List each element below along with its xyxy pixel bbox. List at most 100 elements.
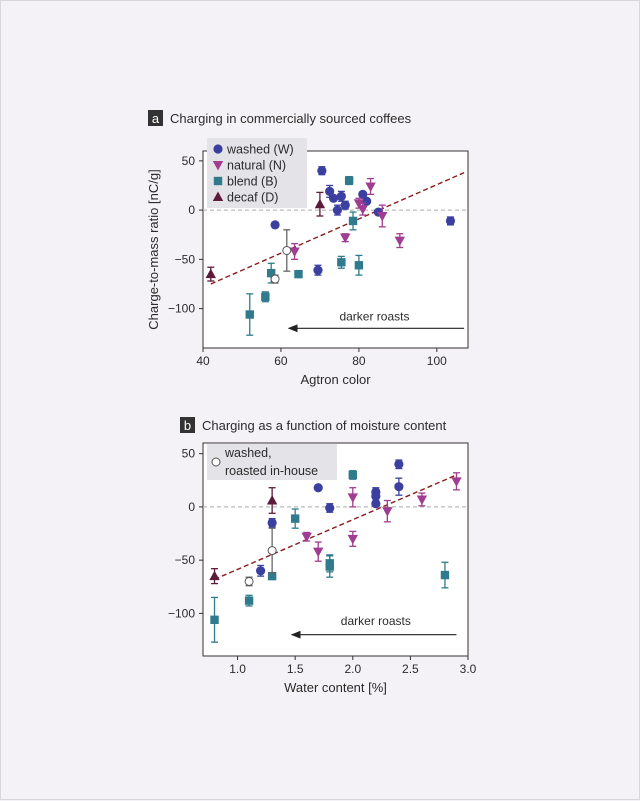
data-point bbox=[337, 258, 346, 267]
legend-marker bbox=[211, 457, 221, 467]
data-point bbox=[290, 514, 300, 523]
data-point bbox=[394, 236, 406, 247]
x-tick-label: 100 bbox=[427, 354, 447, 368]
series-natural bbox=[301, 472, 462, 562]
data-point bbox=[371, 491, 381, 501]
data-point bbox=[382, 507, 393, 517]
series-washed-roasted-in-house bbox=[270, 229, 292, 284]
data-point bbox=[362, 196, 372, 206]
data-point bbox=[353, 199, 365, 209]
data-point bbox=[371, 499, 381, 509]
data-point bbox=[267, 571, 277, 581]
data-point bbox=[358, 189, 368, 199]
data-point bbox=[336, 191, 346, 201]
fit-line bbox=[214, 474, 457, 580]
legend-label: blend (B) bbox=[227, 175, 278, 189]
y-axis-label: Charge-to-mass ratio [nC/g] bbox=[146, 169, 161, 329]
data-point bbox=[266, 495, 278, 505]
data-point bbox=[394, 482, 404, 492]
data-point bbox=[261, 292, 270, 301]
x-axis-label: Agtron color bbox=[300, 372, 371, 387]
legend-marker bbox=[212, 191, 224, 201]
darker-roasts-label: darker roasts bbox=[339, 309, 409, 323]
x-tick-label: 1.0 bbox=[229, 662, 246, 676]
data-point bbox=[244, 576, 254, 586]
x-tick-label: 60 bbox=[274, 354, 288, 368]
data-point bbox=[445, 216, 456, 226]
data-point bbox=[266, 268, 276, 278]
data-point bbox=[347, 493, 358, 503]
panel-letter: a bbox=[152, 111, 160, 126]
legend-marker bbox=[213, 176, 223, 186]
legend-box bbox=[207, 444, 337, 480]
data-point bbox=[340, 233, 351, 244]
data-point bbox=[325, 186, 335, 196]
x-tick-label: 80 bbox=[352, 354, 366, 368]
data-point bbox=[267, 518, 277, 528]
data-point bbox=[270, 274, 280, 284]
y-tick-label: 50 bbox=[182, 447, 196, 461]
y-tick-label: 0 bbox=[188, 203, 195, 217]
legend-box bbox=[207, 138, 307, 208]
panel-badge bbox=[180, 417, 195, 433]
legend-marker bbox=[213, 144, 223, 154]
data-point bbox=[325, 562, 334, 571]
panel-badge bbox=[148, 110, 163, 126]
x-tick-label: 2.0 bbox=[344, 662, 361, 676]
data-point bbox=[256, 566, 266, 576]
data-point bbox=[328, 193, 339, 203]
legend-marker bbox=[212, 161, 224, 171]
data-point bbox=[347, 534, 358, 545]
legend: washed (W) natural (N) blend (B) decaf (D) bbox=[207, 138, 307, 208]
chart-title: Charging in commercially sourced coffees bbox=[170, 111, 412, 126]
x-tick-label: 2.5 bbox=[402, 662, 419, 676]
y-tick-label: −100 bbox=[168, 302, 195, 316]
chart-panel-b: b Charging as a function of moisture cont… bbox=[168, 417, 477, 695]
data-point bbox=[317, 166, 327, 176]
data-point bbox=[325, 503, 335, 513]
series-washed bbox=[256, 459, 404, 577]
legend-label: decaf (D) bbox=[227, 191, 278, 205]
data-point bbox=[440, 570, 450, 580]
series-washed bbox=[270, 166, 456, 276]
data-point bbox=[294, 269, 303, 279]
data-point bbox=[416, 495, 428, 505]
darker-roasts-label: darker roasts bbox=[341, 614, 411, 628]
data-point bbox=[348, 470, 357, 480]
series-natural bbox=[289, 177, 406, 261]
data-point bbox=[365, 182, 376, 192]
x-tick-label: 40 bbox=[196, 354, 210, 368]
legend: washed, roasted in-house bbox=[207, 444, 337, 480]
data-point bbox=[354, 261, 364, 270]
data-point bbox=[314, 198, 326, 209]
legend-label: washed (W) bbox=[226, 143, 294, 157]
data-point bbox=[289, 247, 300, 257]
data-point bbox=[245, 310, 254, 319]
fit-line bbox=[210, 172, 465, 285]
series-decaf bbox=[205, 191, 326, 282]
data-point bbox=[340, 200, 350, 210]
x-tick-label: 3.0 bbox=[460, 662, 477, 676]
data-point bbox=[348, 216, 358, 226]
x-axis-label: Water content [%] bbox=[284, 680, 387, 695]
data-point bbox=[301, 532, 312, 543]
chart-panel-a: a Charging in commercially sourced coffee… bbox=[146, 110, 469, 387]
data-point bbox=[205, 268, 216, 279]
data-point bbox=[377, 212, 388, 222]
data-point bbox=[282, 245, 292, 255]
data-point bbox=[267, 546, 277, 556]
data-point bbox=[313, 483, 323, 493]
data-point bbox=[357, 205, 368, 215]
data-point bbox=[344, 176, 354, 185]
data-point bbox=[209, 570, 220, 581]
legend-label: washed, bbox=[224, 446, 272, 460]
data-point bbox=[210, 615, 219, 624]
panel-letter: b bbox=[184, 418, 191, 433]
data-point bbox=[313, 265, 323, 275]
series-decaf bbox=[209, 487, 278, 585]
y-tick-label: −100 bbox=[168, 606, 195, 620]
series-washed-roasted-in-house bbox=[244, 527, 277, 587]
data-point bbox=[394, 459, 404, 469]
